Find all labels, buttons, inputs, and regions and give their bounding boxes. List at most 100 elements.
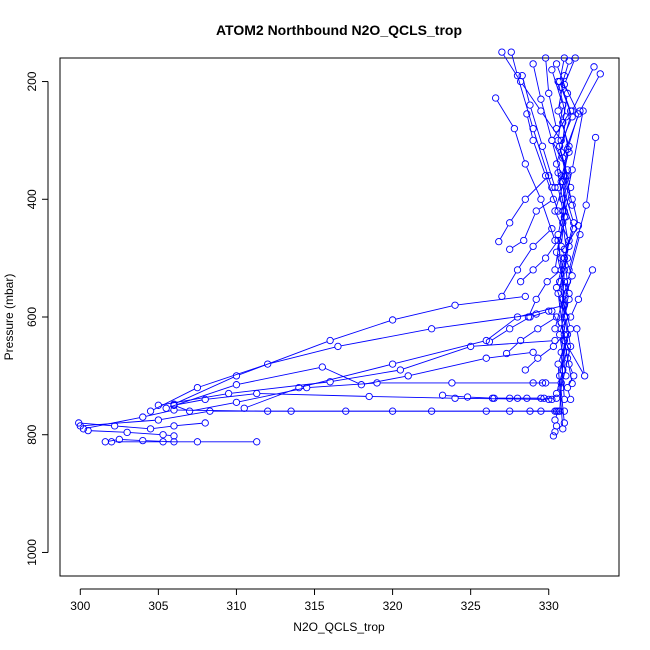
series-line-segment <box>558 113 569 144</box>
series-line-segment <box>567 237 580 279</box>
data-point <box>548 307 556 315</box>
series-line-segment <box>572 202 579 223</box>
data-point <box>467 342 475 351</box>
series-line-segment <box>547 242 557 256</box>
data-point <box>529 348 537 356</box>
series-line-segment <box>579 272 592 297</box>
series-line-segment <box>169 385 234 408</box>
data-point <box>568 195 576 203</box>
data-point <box>498 292 506 301</box>
data-point <box>570 372 578 380</box>
data-point <box>551 183 559 192</box>
data-point <box>170 406 178 414</box>
data-point <box>516 278 525 286</box>
data-point <box>557 379 565 387</box>
series-line-segment <box>562 349 568 367</box>
data-point <box>193 383 202 392</box>
series-line-segment <box>540 318 555 328</box>
data-point <box>334 342 342 351</box>
series-line-segment <box>568 378 573 386</box>
data-series <box>506 195 558 253</box>
data-point <box>534 325 542 333</box>
data-point <box>526 313 534 321</box>
series-line-segment <box>558 190 565 214</box>
series-line-segment <box>491 330 508 341</box>
data-point <box>563 383 572 392</box>
series-line-segment <box>333 320 390 340</box>
data-point <box>502 349 511 358</box>
data-point <box>565 142 573 150</box>
series-line-segment <box>555 336 563 345</box>
data-series <box>495 172 553 246</box>
data-series <box>507 48 556 192</box>
series-line-segment <box>445 395 465 398</box>
data-point <box>571 54 579 62</box>
series-line-segment <box>161 393 226 406</box>
y-axis: 200 400 600 800 1000 <box>25 71 49 566</box>
data-series <box>146 310 540 415</box>
data-point <box>170 432 178 440</box>
data-point <box>521 160 529 168</box>
chart-title: ATOM2 Northbound N2O_QCLS_trop <box>216 22 462 38</box>
data-point <box>485 338 494 346</box>
data-point <box>448 379 456 387</box>
x-tick-label: 310 <box>226 599 246 613</box>
data-point <box>554 407 562 415</box>
series-line-segment <box>581 76 600 109</box>
data-point <box>201 395 209 404</box>
data-point <box>506 245 514 253</box>
data-series <box>170 292 529 408</box>
series-line-segment <box>533 66 541 97</box>
data-point <box>521 366 529 374</box>
series-line-segment <box>558 261 568 291</box>
data-point <box>516 336 525 345</box>
data-point <box>559 366 567 374</box>
series-line-segment <box>571 302 578 315</box>
data-point <box>554 77 562 86</box>
series-line-segment <box>569 208 586 267</box>
data-point <box>532 207 540 215</box>
data-point <box>552 394 561 402</box>
data-point <box>159 431 167 439</box>
data-point <box>545 172 553 180</box>
data-point <box>253 438 261 446</box>
data-point <box>373 379 381 387</box>
data-point <box>540 394 548 402</box>
data-point <box>549 342 558 351</box>
series-line-segment <box>563 190 571 220</box>
series-line-segment <box>208 393 254 400</box>
data-point <box>560 278 568 286</box>
x-axis-label: N2O_QCLS_trop <box>293 620 385 634</box>
data-point <box>76 422 84 430</box>
series-line-segment <box>340 328 429 347</box>
data-point <box>557 136 565 145</box>
data-point <box>560 80 568 89</box>
series-line-segment <box>247 388 297 408</box>
series-line-segment <box>524 213 536 238</box>
x-tick-label: 305 <box>148 599 168 613</box>
data-point <box>538 142 547 150</box>
series-line-segment <box>538 200 552 210</box>
data-point <box>573 325 581 333</box>
data-point <box>532 295 540 303</box>
data-point <box>552 160 561 168</box>
data-series <box>521 331 568 374</box>
data-point <box>365 392 373 401</box>
series-line-segment <box>527 177 547 198</box>
series-line-segment <box>523 330 536 340</box>
data-point <box>545 395 553 404</box>
data-point <box>520 236 528 245</box>
data-point <box>559 154 567 162</box>
data-point <box>548 225 556 233</box>
series-line-segment <box>177 422 203 427</box>
data-point <box>560 283 568 292</box>
data-point <box>562 113 570 121</box>
data-point <box>526 407 534 415</box>
data-point <box>232 398 241 407</box>
series-line-segment <box>558 84 566 114</box>
data-point <box>541 379 550 387</box>
data-point <box>482 354 490 362</box>
data-point <box>560 245 568 253</box>
data-series <box>565 133 600 274</box>
